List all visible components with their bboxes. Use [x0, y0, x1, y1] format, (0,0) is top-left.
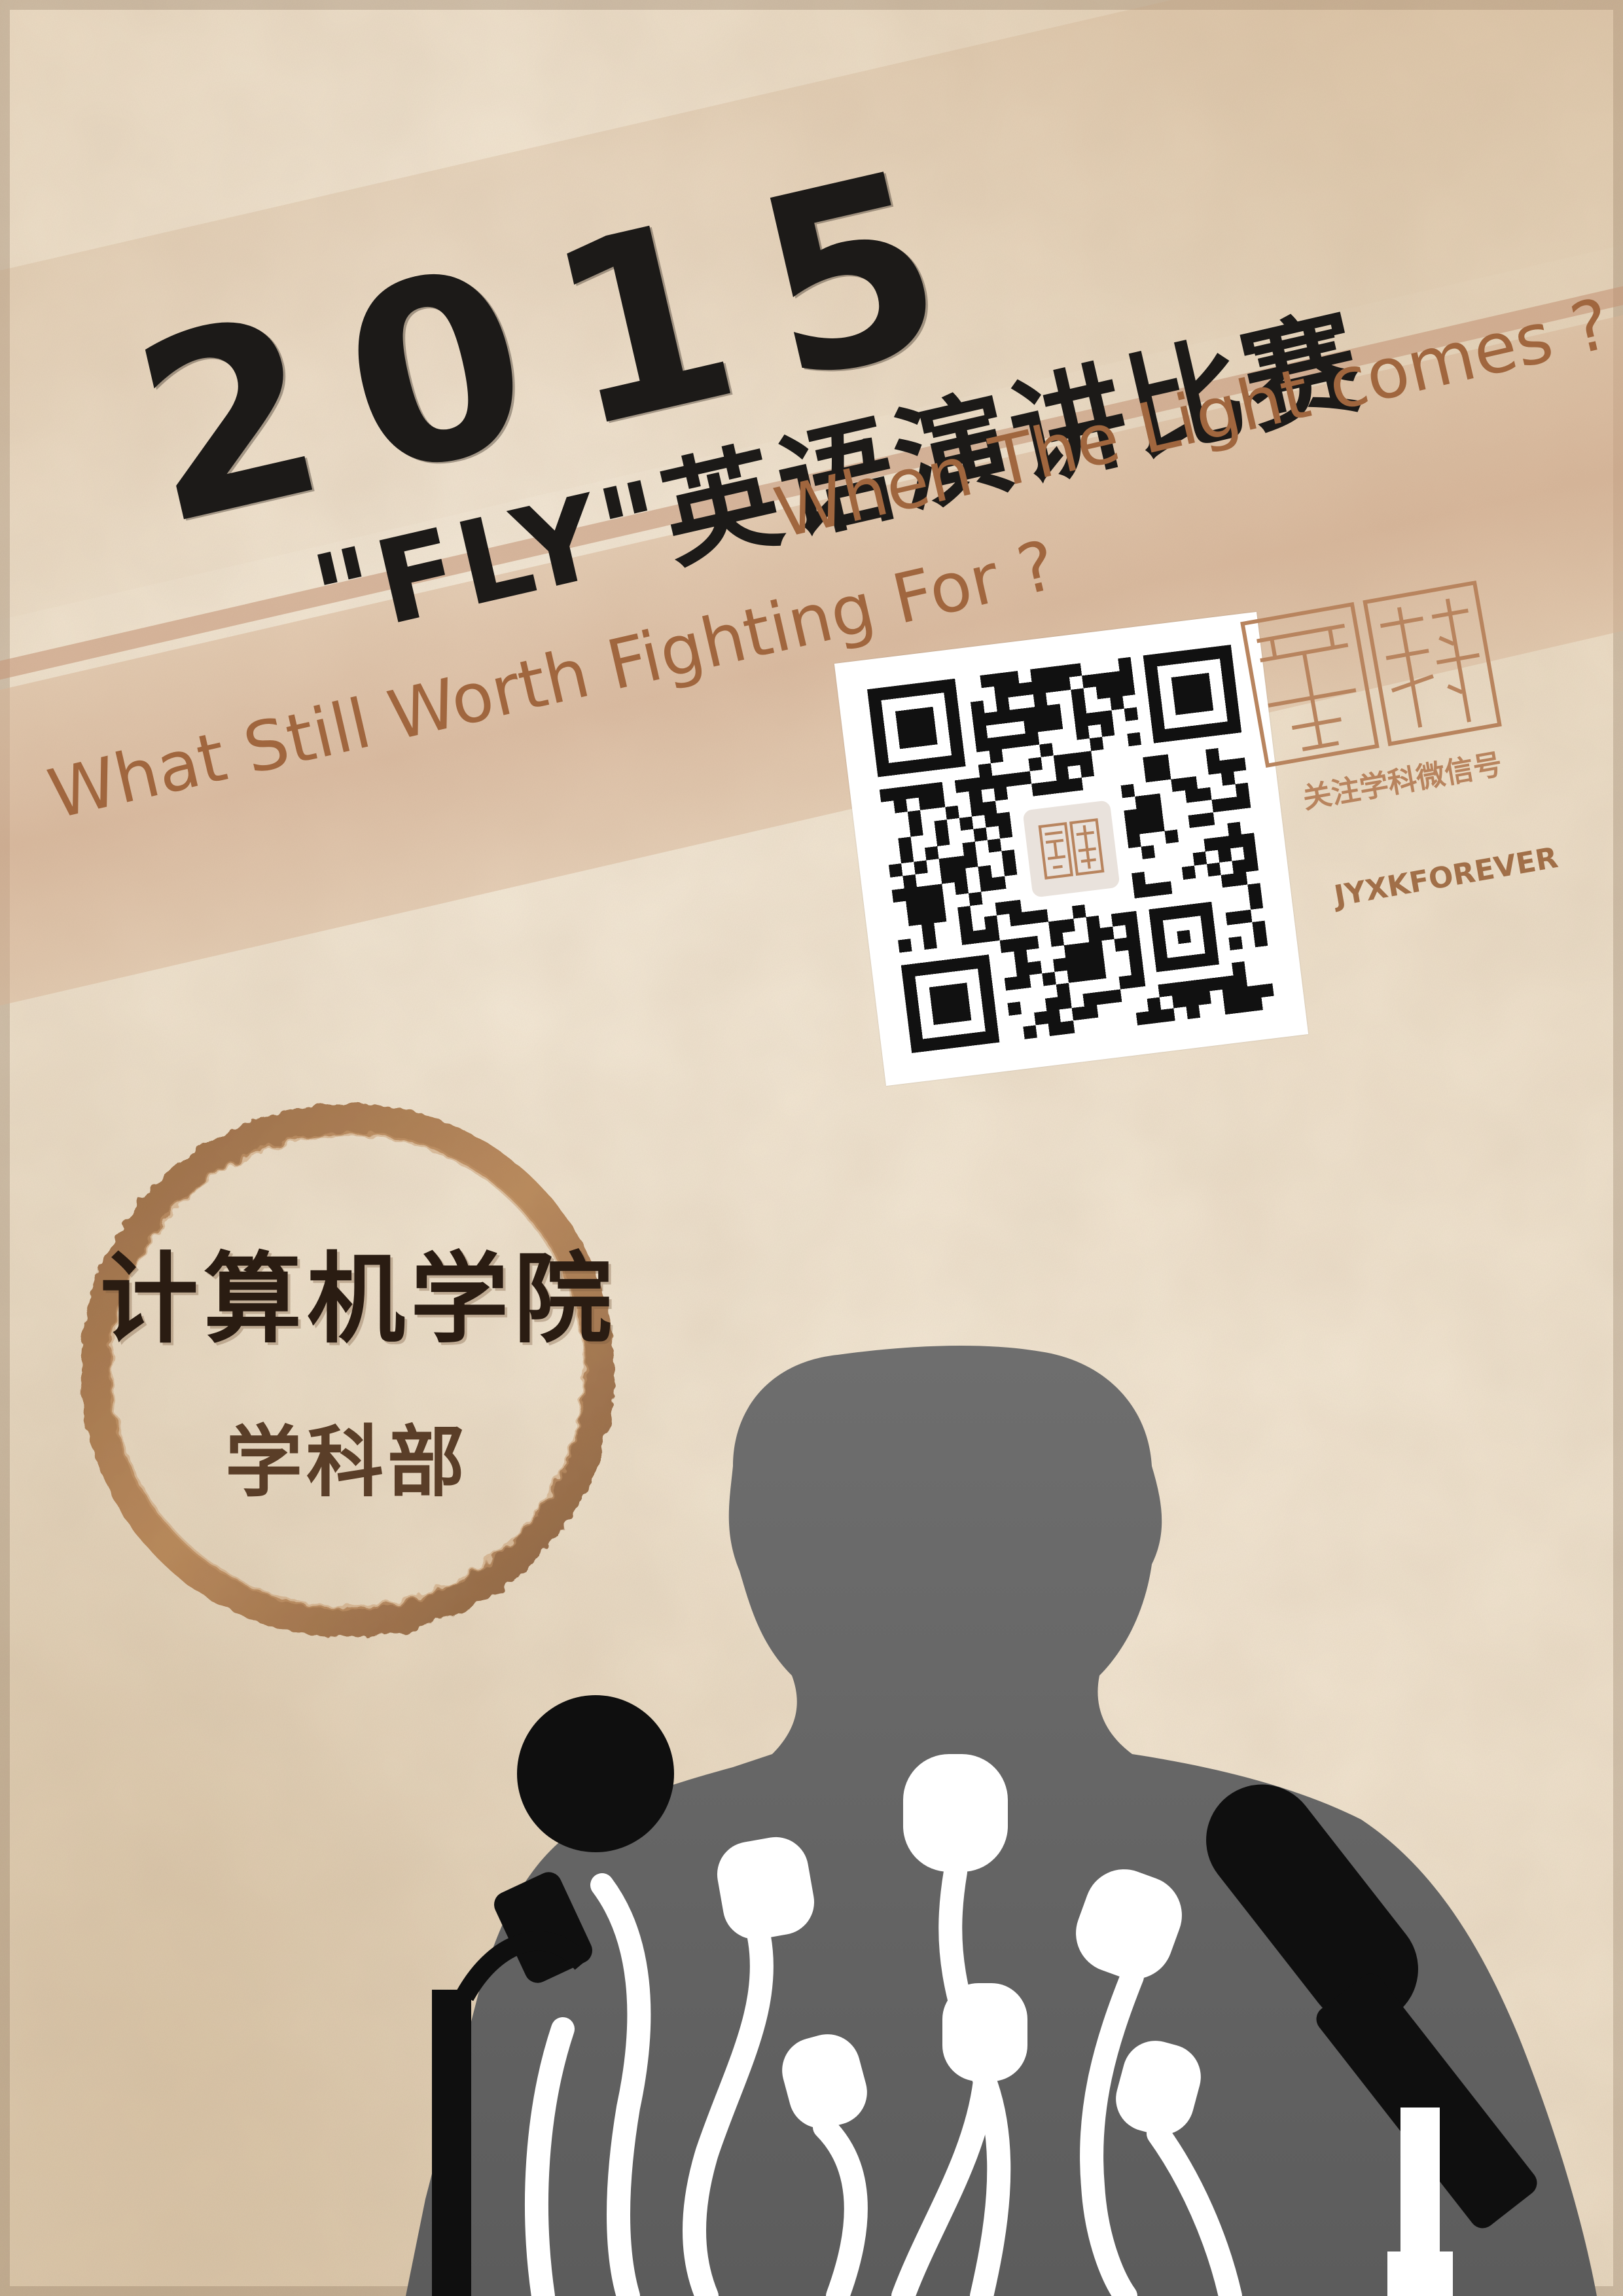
microphone-icon: [432, 1695, 674, 2296]
speaker-silhouette-icon: [406, 1345, 1597, 2296]
stamp-ring: [80, 1103, 615, 1638]
qr-code-icon: [866, 644, 1274, 1054]
department-name: 学科部: [224, 1417, 469, 1507]
qr-center-logo: [1016, 794, 1126, 904]
xueke-seal-logo: [1240, 580, 1502, 768]
college-name: 计算机学院: [99, 1242, 617, 1357]
xueke-mini-logo-icon: [1038, 818, 1105, 880]
microphone-icon: [1206, 1784, 1537, 2229]
qr-code[interactable]: [834, 611, 1309, 1086]
